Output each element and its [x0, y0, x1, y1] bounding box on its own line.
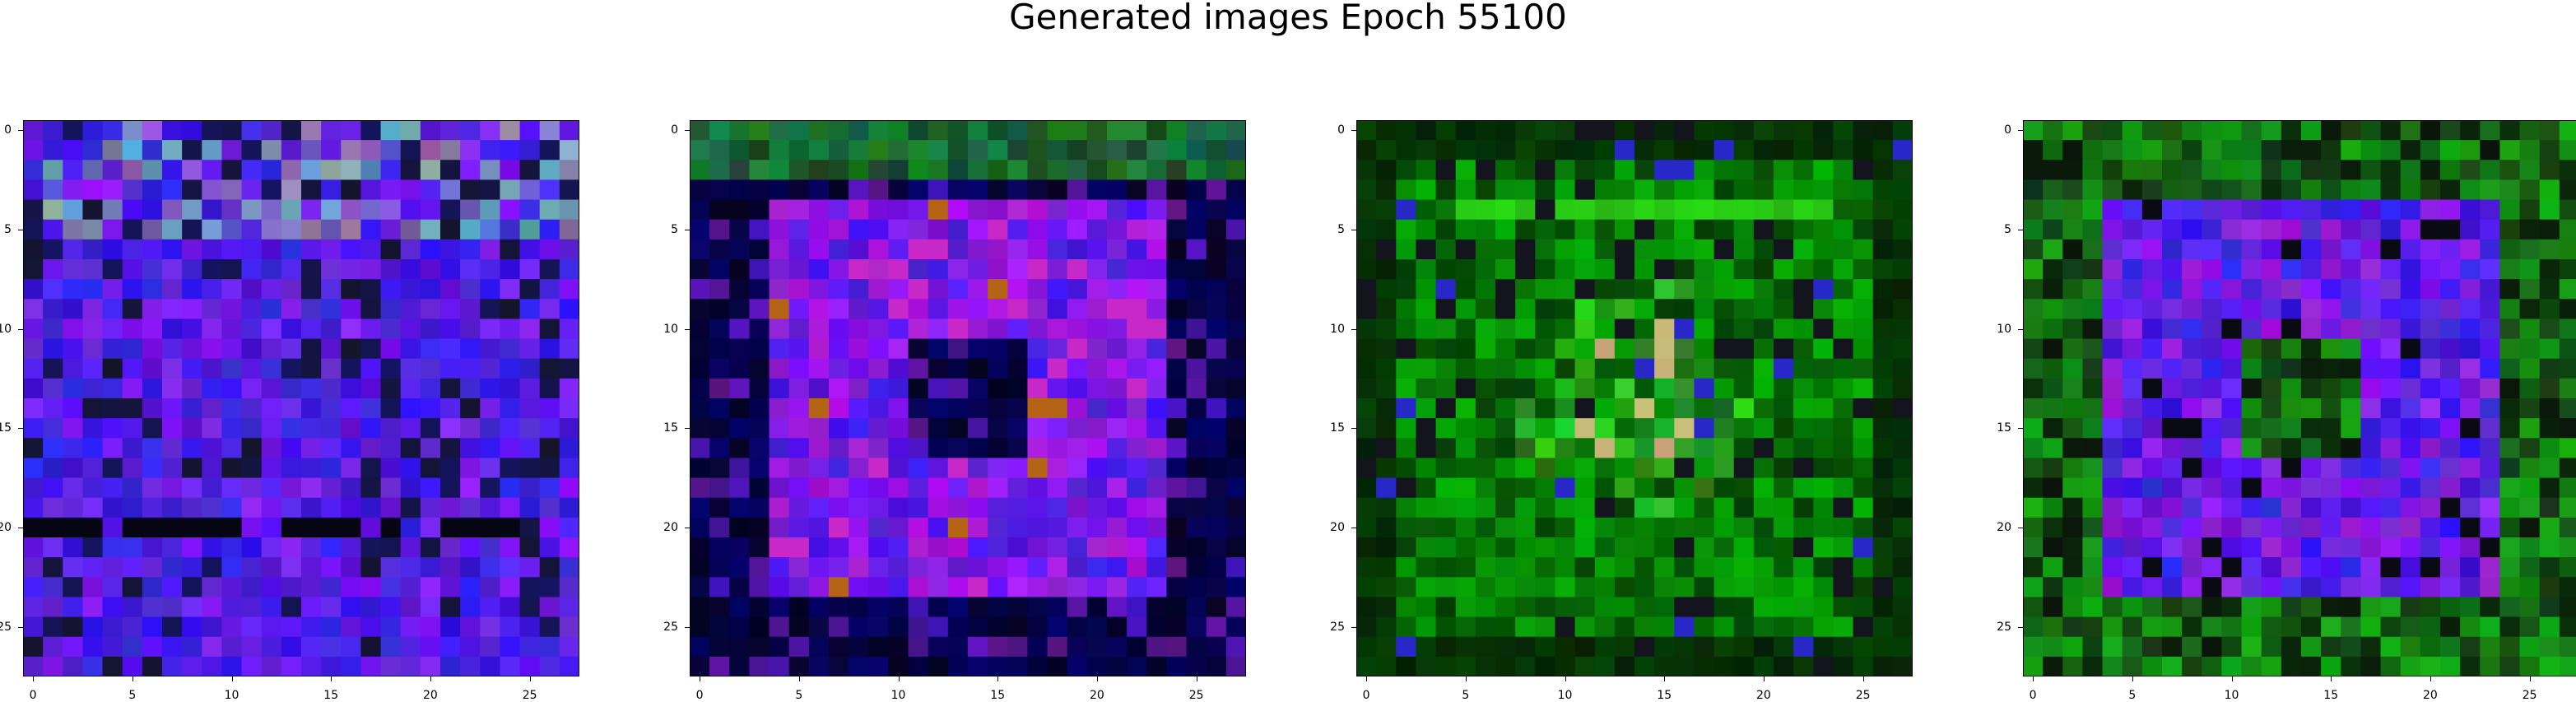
- x-tick-mark: [2529, 676, 2531, 681]
- y-tick-label: 15: [663, 421, 678, 435]
- y-tick-label: 10: [663, 322, 678, 336]
- x-tick-mark: [1565, 676, 1566, 681]
- x-tick-mark: [33, 676, 35, 681]
- y-tick-label: 10: [0, 322, 12, 336]
- y-tick-mark: [2018, 130, 2023, 132]
- x-tick-label: 15: [323, 689, 339, 702]
- x-tick-mark: [2231, 676, 2233, 681]
- image-panel-2: 0 5 10 15 20 25 0 5 10 15 20 25: [663, 120, 1246, 701]
- y-tick-mark: [2018, 328, 2023, 330]
- x-tick-label: 0: [695, 689, 704, 702]
- x-tick-label: 25: [2522, 689, 2537, 702]
- y-tick-mark: [685, 428, 690, 430]
- y-tick-mark: [18, 328, 23, 330]
- y-tick-label: 5: [4, 222, 12, 236]
- x-tick-label: 25: [1855, 689, 1871, 702]
- x-tick-label: 10: [2224, 689, 2239, 702]
- pixel-grid: [690, 120, 1246, 676]
- x-tick-label: 0: [2029, 689, 2037, 702]
- image-panel-3: 0 5 10 15 20 25 0 5 10 15 20 25: [1330, 120, 1913, 701]
- y-tick-label: 25: [1330, 620, 1345, 634]
- x-tick-label: 0: [29, 689, 37, 702]
- x-tick-label: 5: [128, 689, 137, 702]
- x-tick-mark: [1096, 676, 1098, 681]
- x-tick-label: 15: [990, 689, 1006, 702]
- x-tick-mark: [2132, 676, 2133, 681]
- y-tick-label: 15: [0, 421, 12, 435]
- x-tick-label: 25: [522, 689, 537, 702]
- x-tick-mark: [1664, 676, 1666, 681]
- pixel-grid: [2023, 120, 2576, 676]
- y-tick-mark: [685, 626, 690, 628]
- y-tick-mark: [2018, 428, 2023, 430]
- y-tick-label: 5: [2004, 222, 2011, 236]
- image-panel-1: 0 5 10 15 20 25 0 5 10 15 20 25: [0, 120, 579, 701]
- x-tick-mark: [2033, 676, 2034, 681]
- x-tick-label: 15: [1657, 689, 1672, 702]
- y-tick-label: 20: [663, 520, 678, 534]
- x-tick-mark: [1763, 676, 1765, 681]
- x-tick-label: 20: [423, 689, 438, 702]
- x-tick-label: 10: [1557, 689, 1573, 702]
- x-tick-mark: [1465, 676, 1467, 681]
- y-tick-label: 0: [2004, 123, 2011, 137]
- y-tick-label: 10: [1330, 322, 1345, 336]
- x-tick-label: 5: [2128, 689, 2137, 702]
- x-tick-mark: [997, 676, 999, 681]
- x-tick-mark: [898, 676, 900, 681]
- x-tick-mark: [1366, 676, 1368, 681]
- y-tick-label: 0: [671, 123, 678, 137]
- y-tick-mark: [18, 130, 23, 132]
- x-tick-label: 15: [2323, 689, 2339, 702]
- x-tick-label: 20: [1090, 689, 1104, 702]
- y-tick-mark: [2018, 626, 2023, 628]
- image-panel-4: 0 5 10 15 20 25 0 5 10 15 20 25: [1997, 120, 2576, 701]
- y-tick-label: 25: [0, 620, 12, 634]
- pixel-grid: [23, 120, 579, 676]
- x-tick-label: 5: [1462, 689, 1470, 702]
- y-tick-label: 25: [1997, 620, 2011, 634]
- x-tick-label: 20: [1756, 689, 1771, 702]
- y-tick-label: 20: [1997, 520, 2011, 534]
- y-tick-mark: [1351, 130, 1356, 132]
- y-tick-label: 20: [1330, 520, 1345, 534]
- y-tick-label: 0: [4, 123, 12, 137]
- x-tick-mark: [1862, 676, 1864, 681]
- y-tick-label: 15: [1330, 421, 1345, 435]
- x-tick-label: 5: [795, 689, 803, 702]
- y-tick-mark: [1351, 428, 1356, 430]
- y-tick-mark: [685, 130, 690, 132]
- x-tick-label: 0: [1362, 689, 1370, 702]
- x-tick-label: 25: [1188, 689, 1204, 702]
- x-tick-label: 20: [2423, 689, 2438, 702]
- y-tick-label: 15: [1997, 421, 2011, 435]
- y-tick-mark: [685, 328, 690, 330]
- x-tick-label: 10: [890, 689, 906, 702]
- y-tick-label: 20: [0, 520, 12, 534]
- x-tick-mark: [331, 676, 332, 681]
- y-tick-label: 5: [671, 222, 678, 236]
- x-tick-mark: [798, 676, 800, 681]
- x-tick-mark: [2430, 676, 2431, 681]
- figure-title: Generated images Epoch 55100: [1009, 0, 1567, 37]
- y-tick-label: 5: [1337, 222, 1345, 236]
- pixel-grid: [1356, 120, 1913, 676]
- x-tick-mark: [529, 676, 531, 681]
- x-tick-mark: [430, 676, 431, 681]
- y-tick-mark: [1351, 328, 1356, 330]
- y-tick-label: 10: [1997, 322, 2011, 336]
- x-tick-mark: [231, 676, 233, 681]
- y-tick-label: 0: [1337, 123, 1345, 137]
- y-tick-mark: [1351, 626, 1356, 628]
- x-tick-mark: [2331, 676, 2332, 681]
- y-tick-mark: [18, 626, 23, 628]
- x-tick-label: 10: [224, 689, 239, 702]
- y-tick-label: 25: [663, 620, 678, 634]
- y-tick-mark: [18, 428, 23, 430]
